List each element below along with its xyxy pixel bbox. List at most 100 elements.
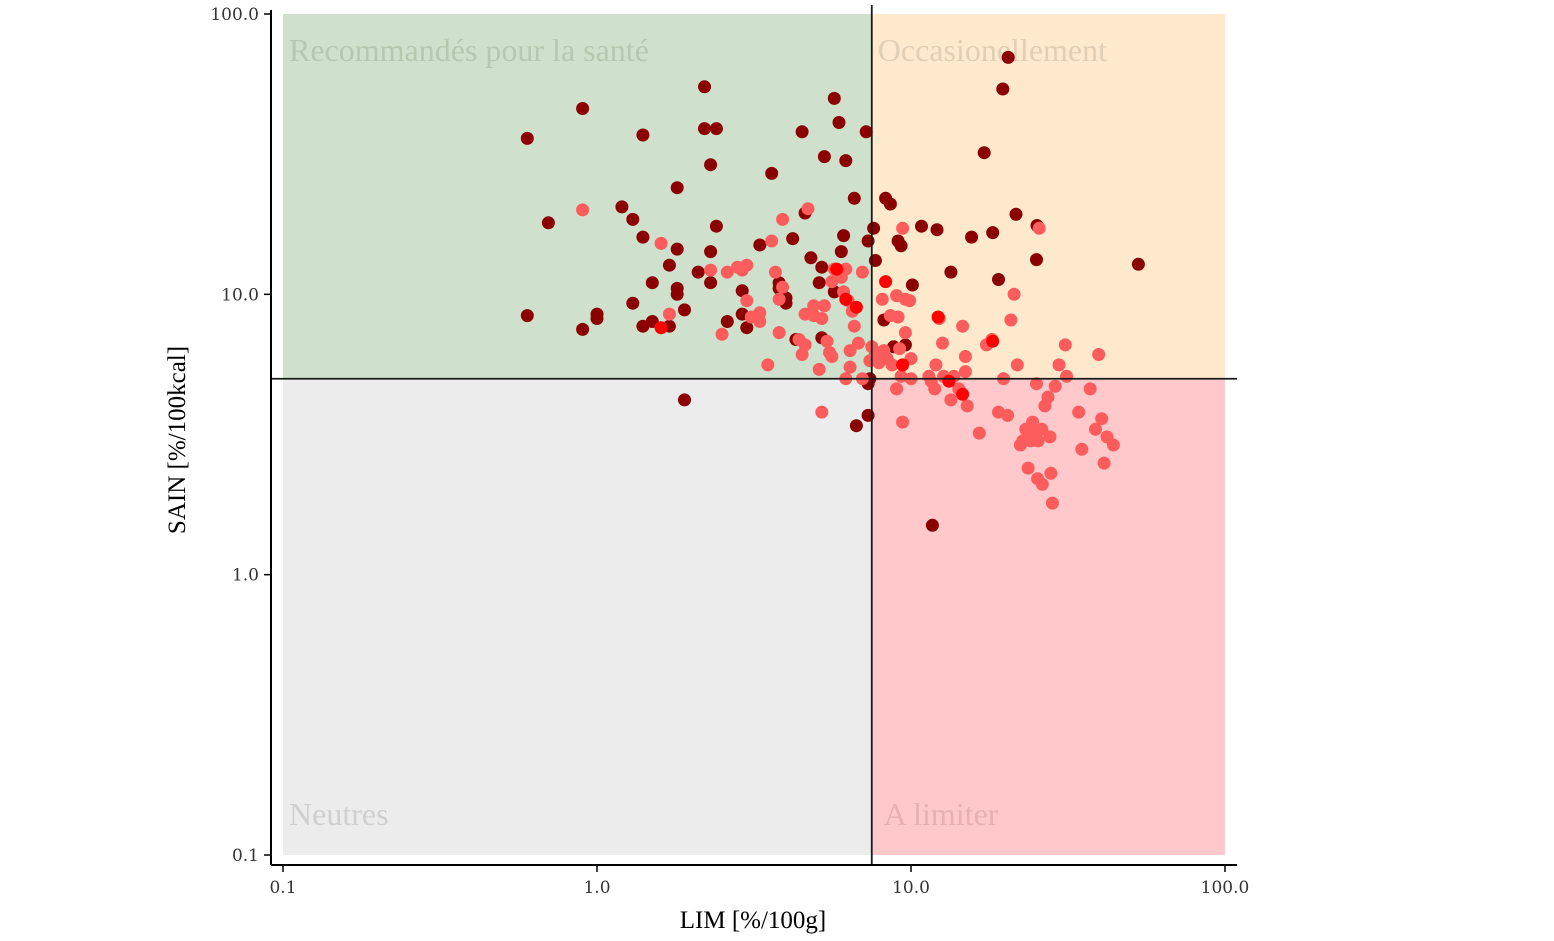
- data-point: [761, 358, 775, 372]
- data-point: [801, 202, 815, 216]
- data-point: [520, 131, 534, 145]
- quadrant-labels: Recommandés pour la santé Occasionellemen…: [289, 32, 1107, 832]
- data-point: [847, 319, 861, 333]
- data-point: [1009, 207, 1023, 221]
- data-point: [996, 82, 1010, 96]
- data-point: [965, 230, 979, 244]
- data-point: [776, 212, 790, 226]
- quadrant-label-0: Recommandés pour la santé: [289, 32, 649, 68]
- data-point: [1089, 422, 1102, 436]
- data-point: [576, 102, 590, 115]
- data-point: [849, 419, 863, 433]
- data-point: [1095, 412, 1109, 426]
- data-point: [903, 294, 917, 308]
- data-point: [654, 236, 668, 250]
- data-point: [868, 254, 882, 267]
- x-tick-label: 0.1: [269, 878, 296, 898]
- data-point: [1026, 415, 1040, 429]
- data-point: [879, 275, 893, 289]
- data-point: [1058, 338, 1072, 352]
- data-point: [977, 146, 991, 160]
- data-point: [795, 125, 809, 139]
- quadrant-label-3: A limiter: [884, 796, 999, 832]
- data-point: [626, 296, 640, 310]
- data-point: [928, 382, 942, 396]
- data-point: [1092, 348, 1106, 361]
- data-point: [590, 312, 604, 325]
- x-tick-label: 1.0: [583, 878, 610, 898]
- quadrant-0: [283, 14, 872, 379]
- data-point: [704, 263, 718, 277]
- data-point: [740, 258, 754, 272]
- data-point: [786, 232, 800, 246]
- data-point: [1021, 461, 1035, 475]
- data-point: [1030, 253, 1043, 267]
- data-point: [654, 321, 668, 335]
- data-point: [541, 216, 555, 230]
- data-point: [812, 276, 826, 290]
- data-point: [931, 310, 945, 324]
- data-point: [576, 322, 590, 336]
- data-point: [815, 405, 829, 419]
- data-point: [1052, 358, 1066, 372]
- data-point: [812, 362, 826, 376]
- data-point: [867, 221, 881, 235]
- data-point: [804, 251, 818, 265]
- data-point: [855, 265, 869, 279]
- data-point: [839, 292, 853, 306]
- quadrant-label-2: Neutres: [289, 796, 389, 832]
- data-point: [859, 125, 873, 139]
- data-point: [765, 166, 779, 180]
- data-point: [834, 245, 848, 259]
- data-point: [1032, 221, 1046, 235]
- data-point: [1044, 466, 1058, 480]
- data-point: [636, 230, 650, 244]
- data-point: [891, 310, 905, 324]
- data-point: [798, 338, 812, 352]
- data-point: [704, 158, 718, 172]
- y-tick-label: 1.0: [232, 566, 259, 586]
- data-point: [1048, 379, 1062, 393]
- data-point: [883, 197, 897, 211]
- data-point: [626, 212, 640, 226]
- data-point: [1060, 369, 1074, 383]
- data-point: [1106, 438, 1120, 452]
- data-point: [1083, 382, 1097, 396]
- quadrant-backgrounds: [283, 14, 1225, 855]
- data-point: [830, 262, 844, 276]
- data-point: [615, 200, 629, 214]
- y-axis-title: SAIN [%/100kcal]: [164, 346, 191, 534]
- data-point: [636, 128, 650, 142]
- data-point: [807, 299, 821, 313]
- data-point: [1030, 377, 1043, 391]
- data-point: [768, 265, 782, 279]
- axes: 0.1 1.0 10.0 100.0 0.1 1.0 10.0 100.0: [210, 5, 1249, 898]
- data-point: [929, 358, 943, 372]
- quadrant-label-1: Occasionellement: [878, 32, 1107, 68]
- data-point: [1007, 287, 1021, 301]
- x-axis-title: LIM [%/100g]: [680, 907, 827, 934]
- data-point: [930, 223, 944, 237]
- data-point: [753, 238, 767, 252]
- data-point: [1131, 257, 1145, 271]
- data-point: [815, 312, 829, 325]
- data-point: [847, 191, 861, 205]
- data-point: [817, 150, 831, 164]
- data-point: [885, 358, 899, 372]
- data-point: [740, 321, 754, 335]
- data-point: [827, 285, 841, 299]
- data-point: [986, 334, 1000, 348]
- threshold-lines: [271, 5, 1237, 865]
- data-point: [704, 276, 718, 290]
- data-point: [958, 350, 972, 363]
- y-tick-label: 100.0: [210, 5, 259, 25]
- data-point: [905, 278, 919, 292]
- data-point: [1001, 50, 1015, 64]
- data-point: [1010, 358, 1024, 372]
- data-point: [576, 203, 590, 217]
- data-point: [735, 284, 749, 298]
- data-point: [715, 327, 729, 341]
- quadrant-1: [871, 14, 1225, 379]
- data-point: [1097, 456, 1111, 470]
